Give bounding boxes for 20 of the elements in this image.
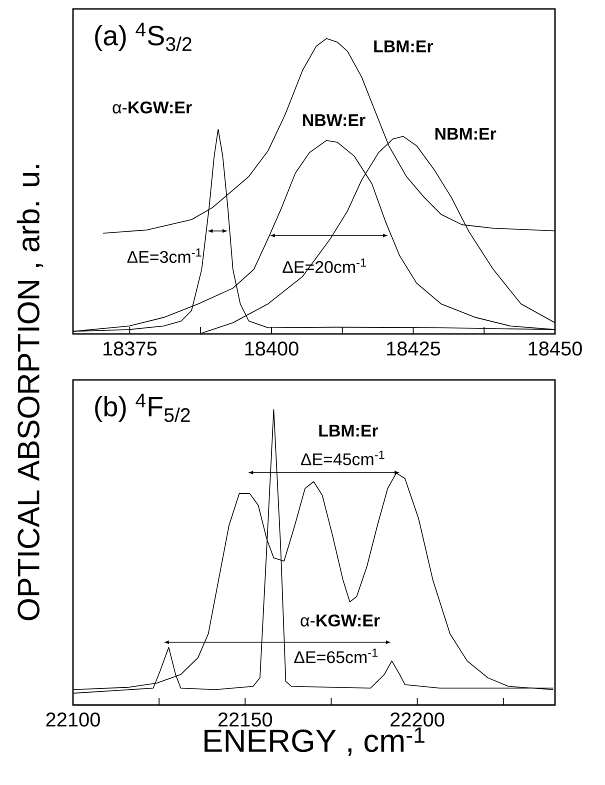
annotation: LBM:Er <box>374 40 434 52</box>
chart-title: (a) $^{4}$S$_{3/2}$ <box>95 22 192 52</box>
x-tick-label: 22100 <box>46 712 100 727</box>
annotation: ΔE=45cm$^{-1}$ <box>300 450 384 466</box>
annotation: ΔE=65cm$^{-1}$ <box>294 648 378 664</box>
annotation: LBM:Er <box>319 424 378 437</box>
annotation: NBW:Er <box>303 114 366 126</box>
x-tick-label: 22150 <box>218 712 272 727</box>
x-tick-label: 18400 <box>245 342 298 356</box>
x-tick-label: 18425 <box>387 342 440 356</box>
annotation: ΔE=3cm$^{-1}$ <box>127 248 202 263</box>
x-tick-label: 18375 <box>104 342 157 356</box>
annotation: NBM:Er <box>435 128 496 140</box>
annotation: α-KGW:Er <box>112 101 192 114</box>
y-axis-title: OPTICAL ABSORPTION , arb. u. <box>16 165 44 620</box>
annotation: α-KGW:Er <box>300 614 380 626</box>
x-axis-title: ENERGY , cm$^{-1}$ <box>204 727 424 756</box>
x-tick-label: 18450 <box>528 342 582 356</box>
x-tick-label: 22200 <box>390 712 444 727</box>
chart-title: (b) $^{4}$F$_{5/2}$ <box>95 394 190 422</box>
